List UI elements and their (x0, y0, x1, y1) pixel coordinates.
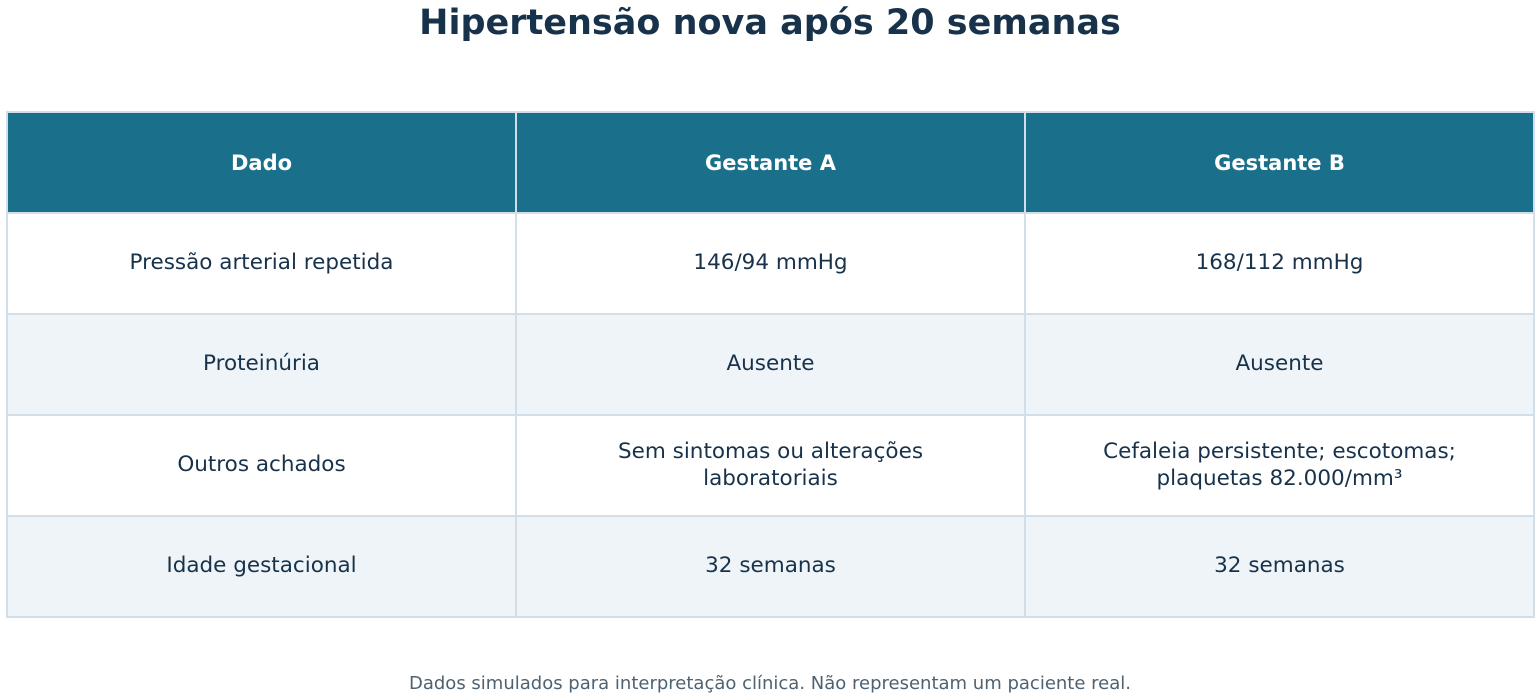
row-label: Proteinúria (6, 313, 517, 416)
gestante-a-value: Sem sintomas ou alterações laboratoriais (515, 414, 1026, 517)
table-row: Outros achados Sem sintomas ou alteraçõe… (6, 414, 1535, 517)
comparison-table: Dado Gestante A Gestante B Pressão arter… (6, 111, 1535, 618)
table-row: Idade gestacional 32 semanas 32 semanas (6, 515, 1535, 618)
row-label: Idade gestacional (6, 515, 517, 618)
gestante-a-value: 32 semanas (515, 515, 1026, 618)
table-header-row: Dado Gestante A Gestante B (6, 111, 1535, 214)
header-gestante-a: Gestante A (515, 111, 1026, 214)
gestante-b-value: Cefaleia persistente; escotomas; plaquet… (1024, 414, 1535, 517)
table-row: Proteinúria Ausente Ausente (6, 313, 1535, 416)
page-title: Hipertensão nova após 20 semanas (419, 3, 1121, 43)
footnote: Dados simulados para interpretação clíni… (408, 673, 1131, 694)
row-label: Outros achados (6, 414, 517, 517)
gestante-a-value: 146/94 mmHg (515, 212, 1026, 315)
gestante-b-value: 32 semanas (1024, 515, 1535, 618)
header-dado: Dado (6, 111, 517, 214)
table-row: Pressão arterial repetida 146/94 mmHg 16… (6, 212, 1535, 315)
row-label: Pressão arterial repetida (6, 212, 517, 315)
gestante-a-value: Ausente (515, 313, 1026, 416)
header-gestante-b: Gestante B (1024, 111, 1535, 214)
gestante-b-value: Ausente (1024, 313, 1535, 416)
gestante-b-value: 168/112 mmHg (1024, 212, 1535, 315)
